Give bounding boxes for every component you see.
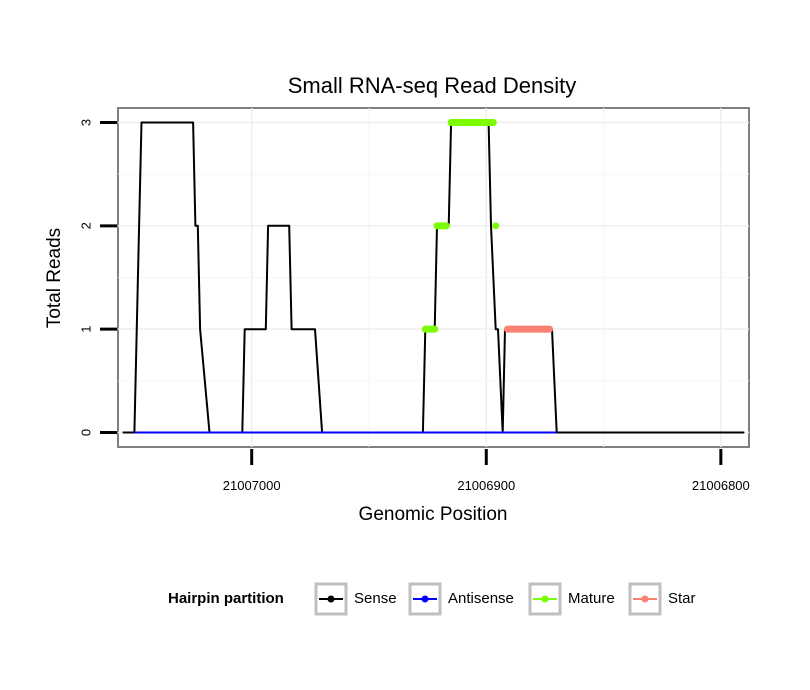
legend-key-point bbox=[541, 595, 549, 603]
y-tick-label: 3 bbox=[79, 119, 94, 126]
y-tick-label: 0 bbox=[79, 429, 94, 436]
legend: Hairpin partition Sense Antisense Mature St… bbox=[168, 582, 696, 616]
y-tick-label: 2 bbox=[79, 222, 94, 229]
legend-item-star: Star bbox=[628, 582, 696, 616]
legend-title: Hairpin partition bbox=[168, 590, 284, 607]
axes: 0 1 2 3 21007000 21006900 21006800 bbox=[79, 119, 750, 493]
legend-item-antisense: Antisense bbox=[408, 582, 514, 616]
legend-key-point bbox=[641, 595, 649, 603]
series-line-sense bbox=[122, 121, 745, 434]
x-tick-label: 21006900 bbox=[457, 478, 515, 493]
legend-item-mature: Mature bbox=[528, 582, 615, 616]
y-tick-label: 1 bbox=[79, 326, 94, 333]
x-tick-label: 21007000 bbox=[223, 478, 281, 493]
legend-label: Antisense bbox=[448, 590, 514, 607]
legend-key-point bbox=[421, 595, 429, 603]
series-layer bbox=[122, 118, 745, 434]
legend-label: Mature bbox=[568, 590, 615, 607]
x-tick-label: 21006800 bbox=[692, 478, 750, 493]
legend-key-point bbox=[327, 595, 335, 603]
x-axis-title: Genomic Position bbox=[359, 504, 508, 525]
y-axis-title: Total Reads bbox=[44, 228, 65, 328]
legend-label: Star bbox=[668, 590, 696, 607]
legend-label: Sense bbox=[354, 590, 397, 607]
legend-item-sense: Sense bbox=[314, 582, 397, 616]
grid-lines bbox=[118, 108, 749, 447]
chart-title: Small RNA-seq Read Density bbox=[288, 73, 577, 98]
